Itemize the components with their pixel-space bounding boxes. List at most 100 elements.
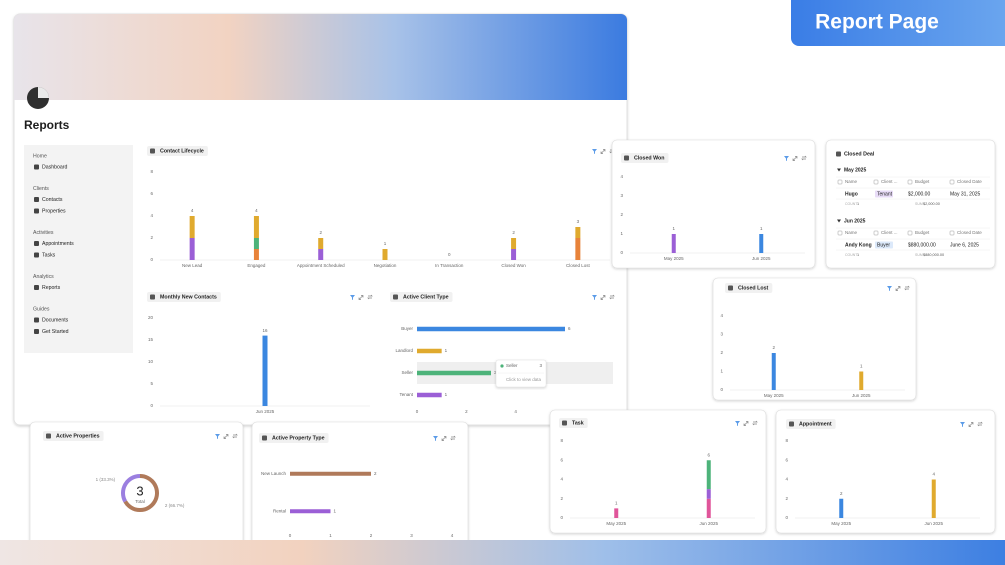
slice-label: 2 (66.7%): [165, 503, 185, 508]
bar-segment: [575, 238, 581, 260]
value-label: 6: [568, 326, 571, 331]
y-tick-label: 8: [785, 438, 788, 443]
chart-title: Task: [572, 420, 584, 426]
expand-button[interactable]: [792, 156, 798, 161]
bar-segment: [706, 460, 711, 490]
value-label: 1: [672, 226, 675, 231]
sidebar-item[interactable]: Reports: [42, 285, 61, 291]
y-tick-label: Rental: [273, 508, 286, 513]
banner-title: Report Page: [815, 11, 939, 34]
refresh-button[interactable]: [609, 294, 615, 300]
group-toggle[interactable]: [837, 168, 841, 172]
y-tick-label: 6: [560, 457, 563, 462]
x-tick-label: May 2025: [764, 393, 784, 398]
expand-button[interactable]: [441, 436, 447, 441]
sidebar: [24, 145, 133, 353]
filter-button[interactable]: [215, 434, 220, 439]
y-tick-label: 4: [720, 313, 723, 318]
title-icon: [836, 151, 841, 157]
refresh-button[interactable]: [801, 155, 807, 161]
expand-button[interactable]: [358, 295, 364, 300]
sidebar-item[interactable]: Documents: [42, 317, 69, 323]
tooltip-hint[interactable]: Click to view data: [506, 377, 542, 382]
group-toggle[interactable]: [837, 219, 841, 223]
sidebar-item[interactable]: Appointments: [42, 241, 74, 247]
sum-value: $880,000.00: [923, 253, 944, 257]
tooltip-value: 3: [539, 363, 542, 368]
expand-button[interactable]: [895, 286, 901, 291]
y-tick-label: New Launch: [261, 471, 287, 476]
title-pill: [43, 431, 104, 441]
bar: [417, 326, 565, 332]
filter-button[interactable]: [735, 421, 740, 426]
total-label: 0: [448, 252, 451, 257]
refresh-button[interactable]: [450, 435, 456, 441]
y-tick-label: Buyer: [401, 326, 413, 331]
y-tick-label: 3: [620, 193, 623, 198]
y-tick-label: Tenant: [399, 392, 413, 397]
x-tick-label: 4: [514, 409, 517, 414]
sidebar-item[interactable]: Properties: [42, 208, 66, 214]
refresh-button[interactable]: [752, 420, 758, 426]
column-icon: [949, 230, 955, 236]
table-cell: $880,000.00: [908, 242, 936, 248]
column-header: Client ...: [881, 230, 898, 235]
bar-segment: [706, 489, 711, 499]
y-tick-label: 4: [785, 477, 788, 482]
sidebar-item[interactable]: Get Started: [42, 329, 69, 335]
title-pill: [147, 146, 208, 156]
table-cell: Buyer: [877, 242, 890, 248]
sidebar-icon: [34, 208, 39, 214]
filter-button[interactable]: [350, 295, 355, 300]
refresh-button[interactable]: [977, 421, 983, 427]
bar: [859, 371, 864, 390]
title-pill: [559, 418, 588, 428]
sidebar-item[interactable]: Tasks: [42, 252, 56, 258]
title-icon: [393, 294, 398, 300]
expand-button[interactable]: [600, 295, 606, 300]
x-tick-label: Jun 2025: [699, 521, 718, 526]
filter-button[interactable]: [592, 295, 597, 300]
filter-button[interactable]: [592, 149, 597, 154]
chart-title: Closed Lost: [738, 285, 769, 291]
tooltip-dot: [500, 364, 504, 368]
y-tick-label: 15: [148, 337, 154, 342]
column-icon: [907, 179, 913, 185]
chart-title: Appointment: [799, 421, 832, 427]
filter-button[interactable]: [433, 436, 438, 441]
bar-segment: [706, 498, 711, 518]
filter-button[interactable]: [887, 286, 892, 291]
expand-button[interactable]: [743, 421, 749, 426]
table-panel: [825, 139, 996, 269]
value-label: 2: [374, 471, 377, 476]
title-pill: [259, 433, 329, 443]
chart-title: Active Property Type: [272, 435, 325, 441]
filter-button[interactable]: [960, 422, 965, 427]
expand-button[interactable]: [600, 149, 606, 154]
x-tick-label: May 2025: [831, 521, 851, 526]
count-label: COUNT: [845, 202, 858, 206]
title-icon: [789, 421, 794, 427]
refresh-button[interactable]: [904, 285, 910, 291]
sidebar-heading: Activities: [33, 230, 54, 236]
title-icon: [150, 148, 155, 154]
expand-button[interactable]: [223, 434, 229, 439]
sidebar-item[interactable]: Dashboard: [42, 164, 67, 170]
filter-button[interactable]: [784, 156, 789, 161]
sidebar-heading: Guides: [33, 306, 50, 312]
value-label: 1: [445, 348, 448, 353]
x-tick-label: Closed Won: [501, 263, 526, 268]
title-pill: [621, 153, 669, 163]
column-header: Client ...: [881, 179, 898, 184]
column-header: Budget: [915, 230, 930, 235]
x-tick-label: 2: [465, 409, 468, 414]
refresh-button[interactable]: [367, 294, 373, 300]
column-icon: [907, 230, 913, 236]
sidebar-item[interactable]: Contacts: [42, 197, 63, 203]
x-tick-label: Negotiation: [374, 263, 397, 268]
refresh-button[interactable]: [232, 433, 238, 439]
table-cell: $2,000.00: [908, 191, 930, 197]
expand-button[interactable]: [968, 422, 974, 427]
column-icon: [837, 179, 843, 185]
